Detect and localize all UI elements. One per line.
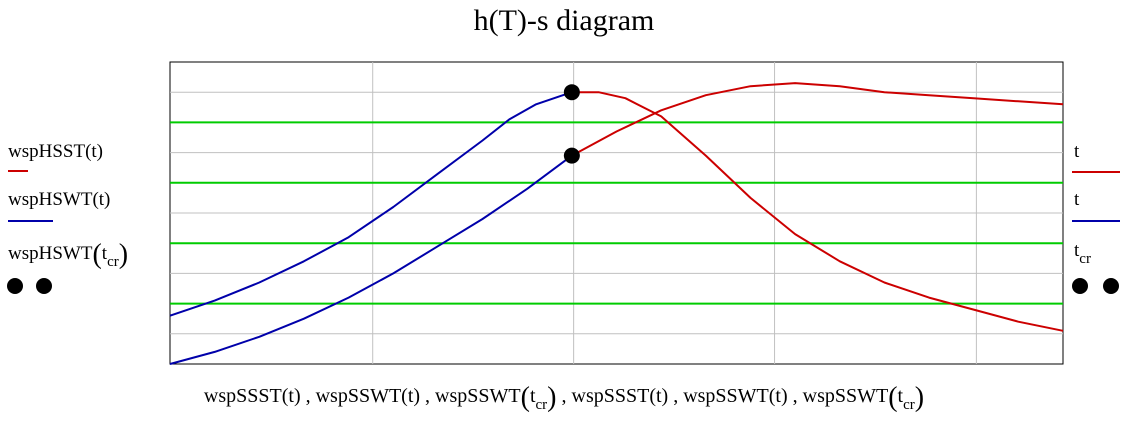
right-legend-dot-2 <box>1103 278 1119 294</box>
right-legend-dot-1 <box>1072 278 1088 294</box>
left-legend-swatch-2 <box>8 220 53 222</box>
series-line-4 <box>571 82 1064 157</box>
left-legend-dot-2 <box>36 278 52 294</box>
right-legend-label-1: t <box>1074 141 1080 162</box>
marker-layer <box>563 84 580 164</box>
left-legend-swatch-1 <box>8 170 28 172</box>
x-axis-label: wspSSST(t) , wspSSWT(t) , wspSSWT(tcr) ,… <box>203 382 925 413</box>
series-line-1 <box>169 154 573 365</box>
critical-point-marker-2 <box>563 147 580 164</box>
chart-title: h(T)-s diagram <box>473 4 655 37</box>
left-legend-label-3: wspHSWT(tcr) <box>8 239 129 270</box>
right-legend-swatch-2 <box>1072 220 1120 222</box>
right-legend-label-3: tcr <box>1074 240 1091 267</box>
grid-layer <box>170 62 1063 364</box>
left-legend-dot-1 <box>7 278 23 294</box>
left-legend-label-2: wspHSWT(t) <box>8 189 111 210</box>
left-legend-label-1: wspHSST(t) <box>8 141 104 162</box>
series-line-2 <box>169 91 573 317</box>
green-line-layer <box>170 121 1063 305</box>
critical-point-marker-1 <box>563 84 580 101</box>
series-layer <box>169 82 1064 365</box>
right-legend-swatch-1 <box>1072 171 1120 173</box>
series-line-3 <box>571 91 1064 332</box>
right-legend-label-2: t <box>1074 189 1080 210</box>
